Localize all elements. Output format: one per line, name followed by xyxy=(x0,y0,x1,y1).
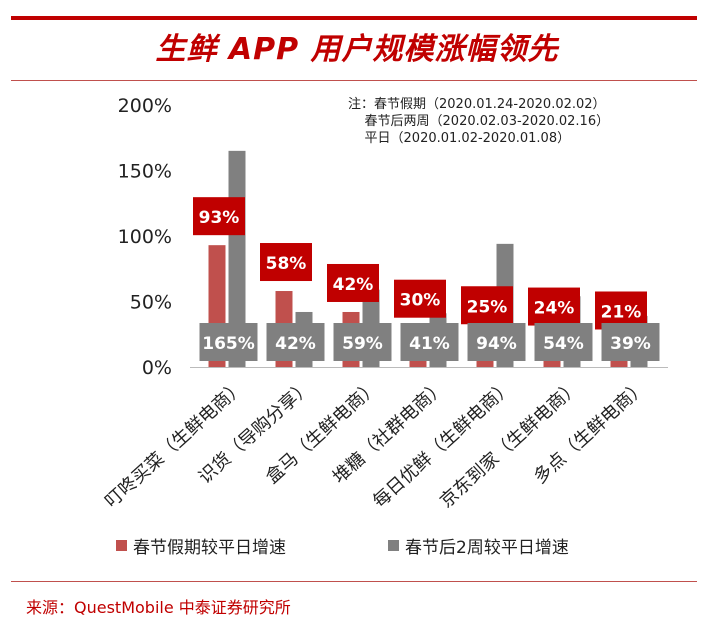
data-label-holiday: 58% xyxy=(266,254,307,274)
data-label-holiday: 93% xyxy=(199,208,240,228)
x-category-label: 盒马（生鲜电商） xyxy=(262,376,383,488)
data-label-holiday: 21% xyxy=(601,302,642,322)
y-tick-label: 200% xyxy=(118,95,172,117)
data-label-box-after-holiday xyxy=(199,323,258,361)
data-label-box-holiday xyxy=(193,197,245,236)
chart-note: 注：春节假期（2020.01.24-2020.02.02） 春节后两周（2020… xyxy=(348,96,609,147)
bar-chart: 0%50%100%150%200%93%165%叮咚买菜（生鲜电商）58%42%… xyxy=(101,95,668,512)
data-label-box-after-holiday xyxy=(333,323,392,361)
data-label-box-holiday xyxy=(260,243,312,282)
data-label-box-after-holiday xyxy=(601,323,660,361)
y-tick-label: 100% xyxy=(118,226,172,248)
x-category-label: 识货（导购分享） xyxy=(195,376,316,488)
title-divider xyxy=(11,80,697,81)
y-tick-label: 50% xyxy=(130,292,172,314)
note-line: 注：春节假期（2020.01.24-2020.02.02） xyxy=(348,97,606,112)
data-label-box-holiday xyxy=(327,263,379,302)
data-label-after-holiday: 39% xyxy=(610,334,651,354)
x-category-label: 多点（生鲜电商） xyxy=(530,376,651,488)
legend-label: 春节假期较平日增速 xyxy=(133,538,286,558)
legend-item-holiday: 春节假期较平日增速 xyxy=(116,533,286,558)
data-label-box-after-holiday xyxy=(467,323,526,361)
page-title: 生鲜 APP 用户规模涨幅领先 xyxy=(155,32,559,67)
footer-divider xyxy=(11,581,697,582)
note-line: 平日（2020.01.02-2020.01.08） xyxy=(348,131,571,146)
data-label-after-holiday: 59% xyxy=(342,334,383,354)
x-category-label: 堆糖（社群电商） xyxy=(329,376,450,488)
data-label-holiday: 42% xyxy=(333,275,374,295)
legend-swatch xyxy=(388,540,399,551)
data-label-holiday: 25% xyxy=(467,297,508,317)
data-label-box-holiday xyxy=(461,286,513,325)
source-text: 来源：QuestMobile 中泰证券研究所 xyxy=(26,598,291,617)
data-label-after-holiday: 165% xyxy=(202,334,255,354)
data-label-holiday: 30% xyxy=(400,291,441,311)
data-label-box-after-holiday xyxy=(400,323,459,361)
data-label-box-holiday xyxy=(528,287,580,326)
note-line: 春节后两周（2020.02.03-2020.02.16） xyxy=(348,114,610,129)
data-label-holiday: 24% xyxy=(534,299,575,319)
data-label-after-holiday: 54% xyxy=(543,334,584,354)
legend-swatch xyxy=(116,540,127,551)
data-label-after-holiday: 41% xyxy=(409,334,450,354)
data-label-box-after-holiday xyxy=(266,323,325,361)
data-label-after-holiday: 94% xyxy=(476,334,517,354)
data-label-after-holiday: 42% xyxy=(275,334,316,354)
legend-label: 春节后2周较平日增速 xyxy=(405,538,569,558)
data-label-box-after-holiday xyxy=(534,323,593,361)
y-tick-label: 0% xyxy=(142,357,172,379)
y-tick-label: 150% xyxy=(118,161,172,183)
legend-item-after: 春节后2周较平日增速 xyxy=(388,533,569,558)
top-rule xyxy=(11,16,697,20)
data-label-box-holiday xyxy=(394,279,446,318)
